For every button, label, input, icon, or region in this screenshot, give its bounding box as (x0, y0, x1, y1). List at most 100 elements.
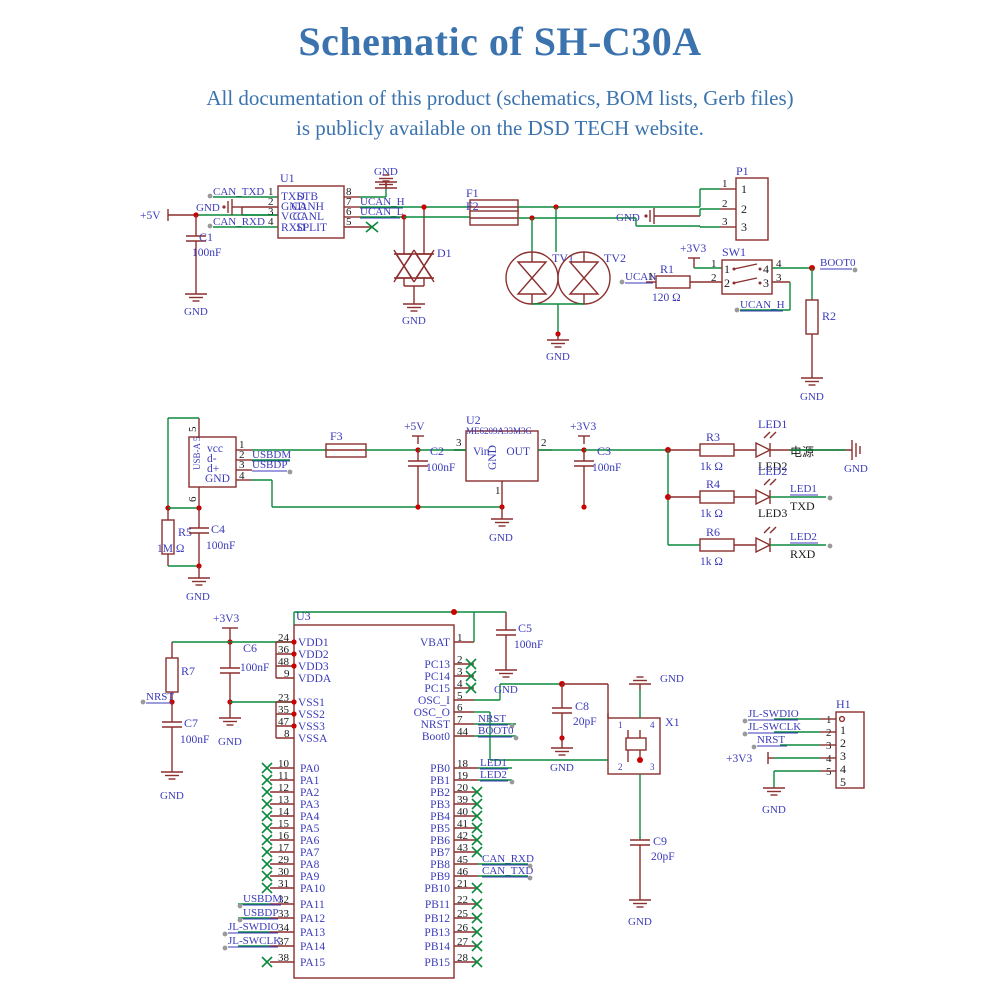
svg-text:2: 2 (541, 437, 547, 449)
svg-text:GND: GND (184, 306, 208, 318)
svg-text:2: 2 (722, 198, 728, 210)
svg-text:21: 21 (457, 878, 468, 890)
ic-u3-ref: U3 (296, 609, 311, 623)
svg-text:1: 1 (826, 714, 832, 726)
svg-text:RXD: RXD (281, 222, 305, 234)
svg-text:1: 1 (495, 485, 501, 497)
svg-text:16: 16 (278, 830, 290, 842)
resistor-r2: R2 (805, 299, 836, 378)
svg-text:R4: R4 (706, 477, 720, 491)
svg-text:39: 39 (457, 794, 469, 806)
svg-text:USBDM: USBDM (252, 449, 291, 461)
svg-text:+3V3: +3V3 (213, 613, 240, 625)
svg-text:UCAN_H: UCAN_H (740, 299, 785, 311)
svg-text:CAN_TXD: CAN_TXD (482, 865, 533, 877)
u3-right-top-pins: VBAT PC13 PC14 PC15 OSC_I OSC_O NRST Boo… (293, 609, 620, 761)
svg-text:29: 29 (278, 854, 290, 866)
u3-power-pins: VDD1 VDD2 VDD3 VDDA 24 36 48 9 (275, 632, 332, 685)
capacitor-c4: C4 100nF (189, 508, 235, 566)
capacitor-c6: C6 100nF (220, 641, 269, 702)
svg-text:7: 7 (457, 714, 463, 726)
svg-text:LED2: LED2 (758, 464, 787, 478)
svg-text:4: 4 (826, 753, 832, 765)
switch-sw1[interactable]: SW1 1 2 4 3 1 2 4 3 (711, 245, 782, 295)
svg-text:PB0: PB0 (430, 763, 450, 775)
svg-text:USB-A 5: USB-A 5 (192, 436, 202, 470)
svg-text:PB7: PB7 (430, 847, 450, 859)
u3-ground-pins: VSS1 VSS2 VSS3 VSSA 23 35 47 8 (275, 692, 328, 745)
svg-text:1k Ω: 1k Ω (700, 508, 723, 520)
connector-h1[interactable]: H1 1 2 3 4 5 1 2 3 4 5 (820, 697, 865, 789)
svg-text:1k Ω: 1k Ω (700, 461, 723, 473)
svg-text:5: 5 (840, 775, 846, 789)
svg-text:PA10: PA10 (300, 883, 325, 895)
svg-text:10: 10 (278, 758, 290, 770)
svg-text:27: 27 (457, 936, 469, 948)
svg-text:1M Ω: 1M Ω (157, 543, 184, 555)
svg-text:20pF: 20pF (573, 716, 597, 728)
svg-text:GND: GND (374, 166, 398, 178)
svg-text:C8: C8 (575, 699, 589, 713)
svg-text:4: 4 (763, 262, 769, 276)
svg-text:USBDP: USBDP (252, 459, 287, 471)
svg-text:1: 1 (840, 723, 846, 737)
svg-text:PC13: PC13 (424, 659, 450, 671)
svg-text:R5: R5 (178, 525, 192, 539)
svg-text:1: 1 (457, 632, 463, 644)
ic-u1-ref: U1 (280, 171, 295, 185)
svg-text:GND: GND (616, 212, 640, 224)
svg-text:5: 5 (457, 690, 463, 702)
svg-text:24: 24 (278, 632, 290, 644)
svg-text:PA5: PA5 (300, 823, 320, 835)
svg-text:LED3: LED3 (758, 506, 787, 520)
svg-text:JL-SWDIO: JL-SWDIO (228, 921, 279, 933)
svg-text:GND: GND (800, 391, 824, 403)
svg-text:2: 2 (724, 276, 730, 290)
svg-text:2: 2 (741, 202, 747, 216)
svg-text:3: 3 (456, 437, 462, 449)
svg-text:UCAN_L: UCAN_L (360, 206, 404, 218)
svg-text:14: 14 (278, 806, 290, 818)
svg-text:C1: C1 (199, 230, 213, 244)
svg-text:R3: R3 (706, 430, 720, 444)
svg-text:GND: GND (196, 202, 220, 214)
svg-text:PA0: PA0 (300, 763, 320, 775)
svg-text:PC15: PC15 (424, 683, 450, 695)
svg-text:PB1: PB1 (430, 775, 450, 787)
svg-text:LED1: LED1 (790, 483, 817, 495)
svg-text:PB12: PB12 (424, 913, 450, 925)
net-label-can-txd: CAN_TXD (207, 186, 278, 199)
svg-text:4: 4 (840, 762, 846, 776)
svg-text:+3V3: +3V3 (570, 421, 597, 433)
svg-text:46: 46 (457, 866, 469, 878)
svg-text:PA15: PA15 (300, 957, 325, 969)
connector-usb-a[interactable]: USB-A 5 5 6 vcc d- d+ GND 1 2 3 4 (187, 418, 252, 508)
block-usb-regulator: USB-A 5 5 6 vcc d- d+ GND 1 2 3 4 (157, 413, 868, 603)
block-can-transceiver: +5V C1 100nF GND GND (140, 164, 858, 403)
svg-text:120 Ω: 120 Ω (652, 292, 681, 304)
svg-text:+5V: +5V (404, 421, 425, 433)
svg-text:F1: F1 (466, 186, 479, 200)
svg-text:18: 18 (457, 758, 469, 770)
svg-text:28: 28 (457, 952, 469, 964)
gnd-cap-p1: GND (616, 208, 700, 224)
subtitle-line-2: is publicly available on the DSD TECH we… (296, 116, 704, 140)
gnd-symbol-tv (547, 334, 569, 348)
net-label-ucan-l: UCAN_L (360, 206, 404, 219)
svg-text:12: 12 (278, 782, 289, 794)
net-label-nrst-mcu: NRST (140, 691, 174, 705)
svg-text:Vin: Vin (473, 446, 490, 458)
svg-text:PB4: PB4 (430, 811, 450, 823)
svg-text:GND: GND (660, 673, 684, 685)
gnd-symbol-x1 (629, 676, 651, 690)
svg-text:100nF: 100nF (240, 662, 269, 674)
svg-text:PB2: PB2 (430, 787, 450, 799)
svg-text:100nF: 100nF (426, 462, 455, 474)
svg-text:GND: GND (186, 591, 210, 603)
svg-text:5: 5 (187, 426, 199, 432)
svg-text:OSC_O: OSC_O (414, 707, 450, 719)
connector-p1[interactable]: P1 1 2 3 1 2 3 (720, 164, 769, 241)
svg-text:43: 43 (457, 842, 469, 854)
svg-text:13: 13 (278, 794, 290, 806)
